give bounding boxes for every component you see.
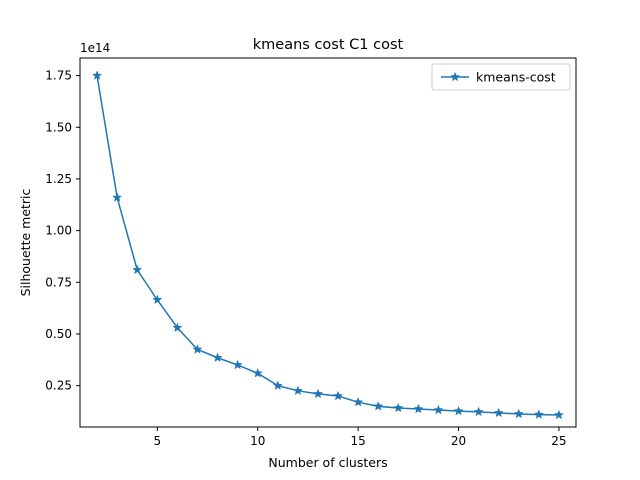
y-tick-label: 1.50 (45, 120, 72, 134)
plot-area-frame (79, 57, 577, 428)
chart-title: kmeans cost C1 cost (253, 37, 404, 53)
data-point (373, 401, 384, 411)
data-point (513, 408, 524, 419)
y-axis-offset-label: 1e14 (80, 41, 110, 55)
y-tick-label: 0.75 (45, 275, 72, 289)
data-point (92, 70, 103, 80)
legend: kmeans-cost (431, 63, 571, 91)
data-point (332, 390, 344, 401)
data-point (232, 359, 243, 370)
y-tick-label: 1.25 (45, 172, 72, 186)
legend-label-kmeans-cost: kmeans-cost (476, 70, 556, 85)
data-point (212, 352, 223, 363)
y-axis-label: Silhouette metric (18, 188, 33, 296)
data-point (132, 264, 143, 275)
y-tick-label: 0.25 (45, 379, 72, 393)
x-axis-label: Number of clusters (268, 455, 387, 470)
x-tick-label: 10 (250, 434, 265, 448)
x-axis-ticks: 5 10 15 20 25 (153, 427, 567, 448)
data-point (353, 396, 364, 407)
data-point (533, 409, 544, 419)
data-point (192, 344, 203, 354)
data-point (292, 385, 303, 396)
data-point (272, 380, 283, 390)
data-point (152, 294, 163, 305)
legend-box (431, 63, 571, 91)
data-point (393, 402, 404, 413)
data-point (413, 403, 424, 414)
y-tick-label: 0.50 (45, 327, 72, 341)
data-point (453, 405, 464, 416)
x-tick-label: 20 (451, 434, 466, 448)
data-point (553, 409, 564, 420)
x-tick-label: 25 (551, 434, 566, 448)
y-axis-ticks: 0.25 0.50 0.75 1.00 1.25 1.50 1.75 (45, 69, 80, 393)
y-tick-label: 1.00 (45, 224, 72, 238)
data-point (252, 367, 263, 378)
data-point (433, 404, 444, 415)
x-tick-label: 5 (153, 434, 161, 448)
y-tick-label: 1.75 (45, 69, 72, 83)
series-line-kmeans-cost (96, 75, 559, 416)
data-point (473, 406, 484, 417)
data-point (112, 192, 123, 202)
series-layer (92, 70, 564, 420)
legend-marker-kmeans-cost (449, 71, 461, 82)
data-point (172, 322, 183, 333)
data-point (312, 388, 324, 399)
x-tick-label: 15 (350, 434, 365, 448)
data-point (493, 407, 504, 418)
